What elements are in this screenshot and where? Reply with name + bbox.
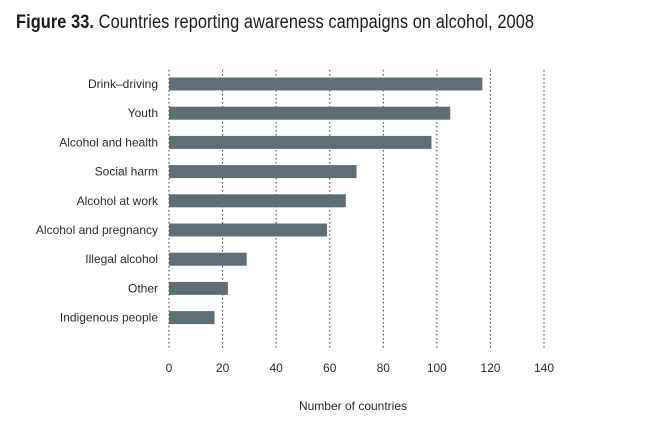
- category-label: Other: [128, 281, 158, 295]
- x-axis-title: Number of countries: [299, 399, 407, 413]
- x-tick-label: 120: [480, 361, 500, 375]
- bar: [169, 165, 357, 179]
- bar: [169, 252, 247, 266]
- x-tick-label: 140: [534, 361, 554, 375]
- bar: [169, 311, 215, 325]
- category-labels: Drink–driving Youth Alcohol and health Soci…: [36, 77, 159, 325]
- bar: [169, 135, 432, 149]
- bar: [169, 223, 328, 237]
- x-tick-labels: 0 20 40 60 80 100 120 140: [166, 361, 555, 375]
- x-tick-label: 0: [166, 361, 173, 375]
- category-label: Alcohol and health: [59, 135, 158, 149]
- gridlines: [168, 70, 545, 350]
- bar: [169, 77, 483, 91]
- category-label: Youth: [128, 106, 158, 120]
- category-label: Alcohol and pregnancy: [36, 223, 158, 237]
- bar: [169, 281, 228, 295]
- category-label: Indigenous people: [60, 311, 158, 325]
- bar: [169, 106, 451, 120]
- figure-caption: Countries reporting awareness campaigns …: [98, 12, 535, 33]
- category-label: Alcohol at work: [77, 194, 159, 208]
- x-tick-label: 80: [377, 361, 391, 375]
- category-label: Drink–driving: [88, 77, 158, 91]
- figure-number: Figure 33.: [16, 12, 95, 33]
- category-label: Illegal alcohol: [85, 252, 158, 266]
- chart-title: Figure 33. Countries reporting awareness…: [16, 12, 534, 34]
- bar: [169, 194, 346, 208]
- category-label: Social harm: [95, 165, 158, 179]
- bars: [169, 77, 483, 325]
- x-tick-label: 20: [216, 361, 230, 375]
- x-tick-label: 60: [323, 361, 337, 375]
- x-tick-label: 40: [269, 361, 283, 375]
- x-tick-label: 100: [427, 361, 447, 375]
